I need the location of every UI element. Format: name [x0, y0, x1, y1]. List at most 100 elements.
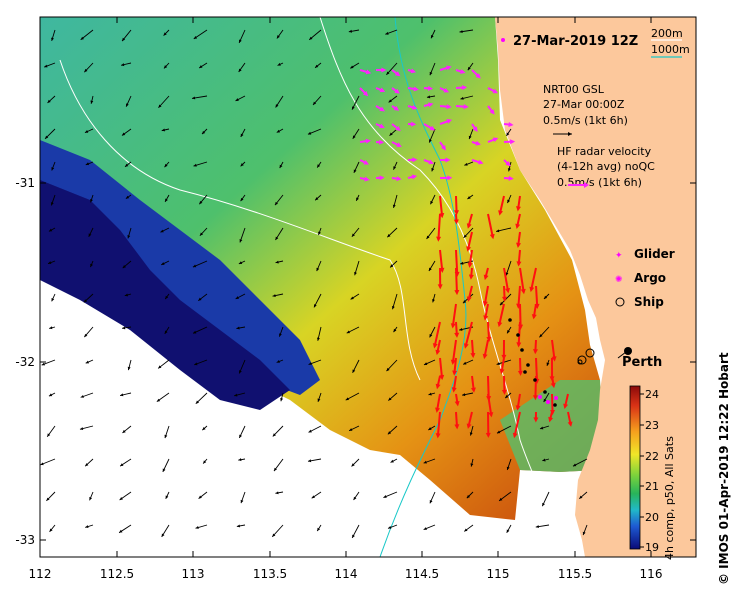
- model-arrow-head: [239, 239, 243, 243]
- radar-arrow: [498, 195, 505, 214]
- radar-arrow-head: [472, 126, 478, 132]
- radar-legend-1: HF radar velocity: [557, 145, 652, 158]
- model-arrow-head: [51, 37, 54, 41]
- glider-track-point: [543, 390, 547, 394]
- radar-arrow: [464, 321, 473, 348]
- platform-label-argo: Argo: [634, 271, 666, 285]
- lon-tick-label: 115.5: [558, 567, 592, 581]
- ship-marker-3: [577, 359, 583, 365]
- model-arrow-head: [48, 228, 53, 232]
- velocity-arrows: [40, 29, 588, 539]
- radar-arrow: [519, 267, 525, 293]
- radar-arrow: [439, 249, 444, 272]
- model-arrow-head: [124, 163, 129, 167]
- model-arrow-head: [279, 164, 283, 169]
- radar-arrow: [451, 339, 457, 364]
- model-arrow-head: [423, 362, 428, 365]
- cool-water: [500, 380, 602, 472]
- radar-arrow-head: [551, 356, 557, 362]
- model-legend-2: 27-Mar 00:00Z: [543, 98, 625, 111]
- model-arrow-head: [307, 131, 312, 135]
- radar-arrow-head: [454, 210, 460, 216]
- model-arrow-head: [387, 234, 391, 238]
- model-arrow-head: [193, 163, 197, 167]
- model-arrow-head: [164, 330, 168, 334]
- ship-marker-2: [585, 348, 595, 358]
- depth-legend-200: 200m: [651, 27, 683, 40]
- radar-arrow-head: [548, 416, 554, 423]
- radar-arrow: [455, 267, 458, 294]
- radar-arrow-head: [489, 233, 495, 240]
- radar-arrow-head: [463, 104, 469, 110]
- radar-arrow-head: [427, 102, 434, 108]
- model-arrow-head: [272, 533, 276, 537]
- model-arrow-head: [430, 34, 434, 39]
- model-arrow-head: [240, 133, 244, 137]
- plot-frame: [39, 16, 697, 558]
- radar-arrow-head: [411, 104, 418, 110]
- model-arrow-head: [467, 196, 471, 200]
- model-arrow-head: [127, 366, 131, 371]
- radar-arrow: [535, 285, 539, 308]
- radar-legend-3: 0.5m/s (1kt 6h): [557, 176, 642, 189]
- model-arrow-head: [428, 267, 432, 272]
- model-arrow-head: [48, 261, 52, 264]
- model-arrow-head: [85, 162, 90, 166]
- model-arrow-head: [546, 362, 550, 366]
- model-arrow-head: [462, 300, 467, 304]
- model-arrow-head: [119, 497, 123, 500]
- model-arrow-head: [46, 497, 50, 501]
- model-arrow-head: [235, 296, 239, 299]
- lon-tick-label: 114.5: [405, 567, 439, 581]
- model-arrow-head: [352, 135, 356, 139]
- radar-legend-2: (4-12h avg) noQC: [557, 160, 655, 173]
- radar-arrow-head: [445, 157, 451, 163]
- radar-arrow-head: [365, 69, 372, 75]
- axes: 112 112.5 113 113.5 114 114.5 115 115.5 116 -31 -3…: [15, 17, 696, 581]
- model-arrow-head: [275, 491, 279, 495]
- model-arrow-head: [84, 333, 88, 338]
- radar-arrow-head: [394, 88, 400, 94]
- radar-arrow-head: [427, 85, 434, 91]
- model-arrow-head: [385, 31, 389, 35]
- model-arrow-head: [315, 197, 319, 201]
- model-arrow-head: [50, 202, 54, 206]
- colorbar-tick-label: 19: [645, 541, 659, 554]
- model-arrow-head: [160, 229, 164, 233]
- model-arrow-head: [313, 101, 317, 105]
- platform-label-ship: Ship: [634, 295, 664, 309]
- model-arrow-head: [122, 37, 126, 42]
- model-arrow-head: [122, 264, 126, 269]
- colorbar-tick-label: 22: [645, 450, 659, 463]
- model-arrow-head: [429, 334, 433, 338]
- radar-arrow-head: [394, 71, 401, 77]
- model-arrow-head: [387, 431, 392, 435]
- glider-position: [554, 396, 558, 400]
- model-arrow-head: [466, 494, 471, 499]
- model-arrow-head: [275, 260, 279, 264]
- model-arrow-head: [463, 234, 467, 238]
- model-arrow-head: [240, 197, 244, 202]
- glider-track-point: [523, 370, 527, 374]
- model-arrow-head: [47, 433, 51, 437]
- radar-arrow-head: [516, 261, 522, 267]
- model-arrow-head: [240, 499, 244, 504]
- model-arrow-head: [84, 68, 88, 73]
- glider-icon: ✦: [615, 251, 623, 261]
- radar-arrow-head: [486, 336, 492, 342]
- contour-deep: [59, 59, 421, 381]
- model-arrow-head: [505, 272, 509, 276]
- radar-arrow-head: [501, 389, 507, 395]
- radar-arrow-head: [492, 137, 499, 143]
- model-arrow-head: [239, 39, 242, 43]
- model-arrow-head: [496, 229, 500, 233]
- radar-arrow-head: [531, 314, 537, 320]
- radar-arrow: [551, 393, 554, 414]
- map-layers: [40, 17, 696, 557]
- model-arrow-head: [195, 400, 200, 404]
- lon-tick-label: 115: [487, 567, 510, 581]
- model-arrow-head: [506, 529, 510, 533]
- radar-arrow: [487, 213, 494, 238]
- radar-arrow-head: [411, 174, 418, 180]
- radar-arrow: [483, 285, 489, 305]
